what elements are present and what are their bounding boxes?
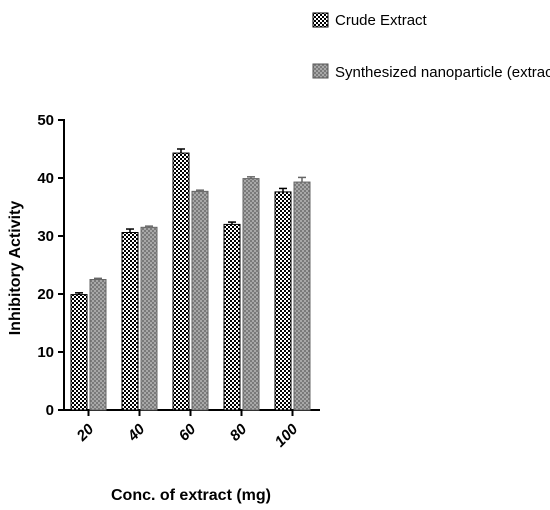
bar-nanoparticle (293, 181, 311, 411)
x-tick-label: 80 (227, 420, 251, 444)
legend-item-crude: Crude Extract (312, 12, 428, 29)
legend-swatch-nanoparticle (312, 63, 329, 79)
bar-nanoparticle (242, 178, 260, 411)
legend-label-nanoparticle: Synthesized nanoparticle (extract) (335, 64, 550, 81)
x-ticks: 20 40 60 80 100 (73, 410, 302, 451)
legend-swatch-crude (312, 12, 329, 28)
y-axis-label: Inhibitory Activity (7, 201, 24, 336)
y-tick-label: 0 (46, 402, 54, 419)
y-tick-label: 50 (37, 112, 54, 129)
bar-crude (121, 232, 139, 411)
bar-crude (70, 294, 88, 411)
x-tick-label: 100 (272, 420, 302, 450)
bars (70, 148, 311, 411)
y-tick-label: 30 (37, 228, 54, 245)
x-axis-label: Conc. of extract (mg) (111, 487, 271, 504)
bar-nanoparticle (89, 279, 107, 411)
x-axis: 20 40 60 80 100 (63, 409, 320, 451)
bar-nanoparticle (140, 226, 158, 411)
legend-item-nanoparticle: Synthesized nanoparticle (extract) (312, 63, 550, 81)
legend: Crude Extract Synthesized nanoparticle (… (312, 12, 550, 81)
y-axis: 0 10 20 30 40 50 (37, 112, 65, 419)
bar-crude (274, 191, 292, 411)
x-tick-label: 40 (124, 420, 149, 445)
y-tick-label: 20 (37, 286, 54, 303)
bar-nanoparticle (191, 190, 209, 411)
y-tick-label: 40 (37, 170, 54, 187)
legend-label-crude: Crude Extract (335, 12, 428, 29)
bar-crude (172, 152, 190, 411)
bar-crude (223, 223, 241, 411)
y-ticks: 0 10 20 30 40 50 (37, 112, 64, 419)
x-tick-label: 60 (176, 420, 200, 444)
y-tick-label: 10 (37, 344, 54, 361)
x-tick-label: 20 (73, 420, 98, 445)
